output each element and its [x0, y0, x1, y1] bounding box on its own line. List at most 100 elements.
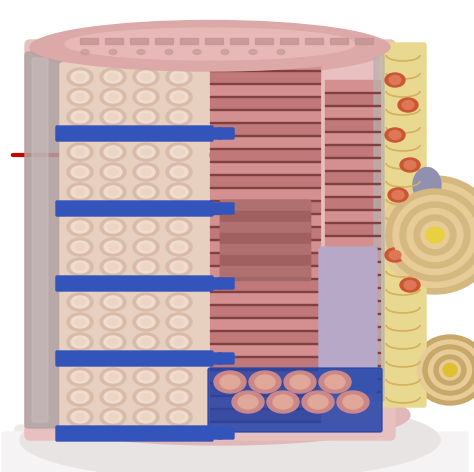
Ellipse shape [67, 88, 93, 106]
Ellipse shape [141, 298, 151, 305]
Ellipse shape [166, 388, 192, 406]
Ellipse shape [443, 363, 457, 377]
Ellipse shape [174, 319, 184, 326]
Ellipse shape [133, 218, 159, 236]
Bar [210, 290, 320, 292]
Ellipse shape [193, 50, 201, 54]
Bar [280, 38, 298, 44]
Ellipse shape [75, 263, 85, 270]
Bar [325, 338, 380, 340]
Ellipse shape [174, 373, 184, 380]
Ellipse shape [372, 176, 474, 294]
Ellipse shape [108, 319, 118, 326]
Ellipse shape [30, 20, 390, 76]
Bar [210, 240, 320, 252]
Bar [325, 118, 380, 119]
Ellipse shape [133, 108, 159, 126]
FancyBboxPatch shape [60, 213, 209, 279]
Ellipse shape [174, 413, 184, 421]
Ellipse shape [137, 221, 155, 233]
FancyBboxPatch shape [60, 288, 209, 354]
Ellipse shape [71, 111, 89, 123]
Bar [325, 80, 380, 92]
Ellipse shape [407, 209, 463, 261]
Ellipse shape [137, 336, 155, 348]
Bar [210, 355, 320, 357]
Ellipse shape [412, 335, 474, 405]
Ellipse shape [67, 313, 93, 331]
Bar [220, 211, 310, 221]
Ellipse shape [133, 313, 159, 331]
Ellipse shape [337, 391, 369, 413]
Ellipse shape [71, 166, 89, 178]
Ellipse shape [100, 388, 126, 406]
Ellipse shape [174, 93, 184, 101]
Bar [210, 58, 320, 70]
Ellipse shape [137, 166, 155, 178]
Ellipse shape [319, 371, 351, 393]
Bar [210, 407, 320, 409]
FancyBboxPatch shape [218, 278, 234, 289]
Ellipse shape [267, 391, 299, 413]
Bar [325, 158, 380, 170]
Ellipse shape [100, 88, 126, 106]
Ellipse shape [141, 74, 151, 81]
Bar [325, 119, 380, 131]
Ellipse shape [75, 298, 85, 305]
Bar [325, 221, 380, 223]
Bar [210, 200, 320, 201]
Ellipse shape [174, 338, 184, 346]
Ellipse shape [141, 93, 151, 101]
Ellipse shape [133, 368, 159, 386]
Ellipse shape [100, 108, 126, 126]
Bar [325, 327, 380, 339]
Ellipse shape [249, 371, 281, 393]
Bar [220, 200, 310, 280]
Bar [325, 171, 380, 183]
Bar [325, 210, 380, 222]
Ellipse shape [141, 263, 151, 270]
Ellipse shape [302, 391, 334, 413]
Bar [325, 379, 380, 391]
Bar [220, 222, 310, 232]
Ellipse shape [75, 373, 85, 380]
Ellipse shape [232, 391, 264, 413]
Ellipse shape [67, 258, 93, 276]
FancyBboxPatch shape [56, 426, 213, 441]
Ellipse shape [170, 261, 188, 273]
Bar [325, 366, 380, 378]
Ellipse shape [428, 350, 472, 390]
Ellipse shape [386, 189, 474, 281]
Ellipse shape [137, 411, 155, 423]
Ellipse shape [439, 360, 461, 380]
Bar [325, 390, 380, 392]
Bar [210, 175, 320, 187]
Bar [210, 174, 320, 175]
Ellipse shape [389, 251, 401, 260]
Ellipse shape [174, 149, 184, 155]
Ellipse shape [133, 88, 159, 106]
Ellipse shape [100, 183, 126, 201]
Bar [210, 369, 320, 370]
Bar [325, 184, 380, 196]
Ellipse shape [100, 238, 126, 256]
Ellipse shape [174, 224, 184, 230]
Bar [210, 370, 320, 382]
Ellipse shape [170, 146, 188, 158]
Bar [210, 160, 320, 162]
Ellipse shape [426, 227, 444, 243]
Bar [210, 317, 320, 318]
Ellipse shape [100, 333, 126, 351]
Bar [210, 188, 320, 200]
Ellipse shape [133, 293, 159, 311]
Bar [325, 236, 380, 248]
Bar [220, 244, 310, 254]
Bar [210, 395, 320, 396]
Ellipse shape [388, 188, 408, 202]
Bar [325, 378, 380, 379]
Ellipse shape [100, 313, 126, 331]
Ellipse shape [133, 68, 159, 86]
FancyBboxPatch shape [56, 276, 213, 291]
Ellipse shape [71, 336, 89, 348]
Ellipse shape [75, 224, 85, 230]
